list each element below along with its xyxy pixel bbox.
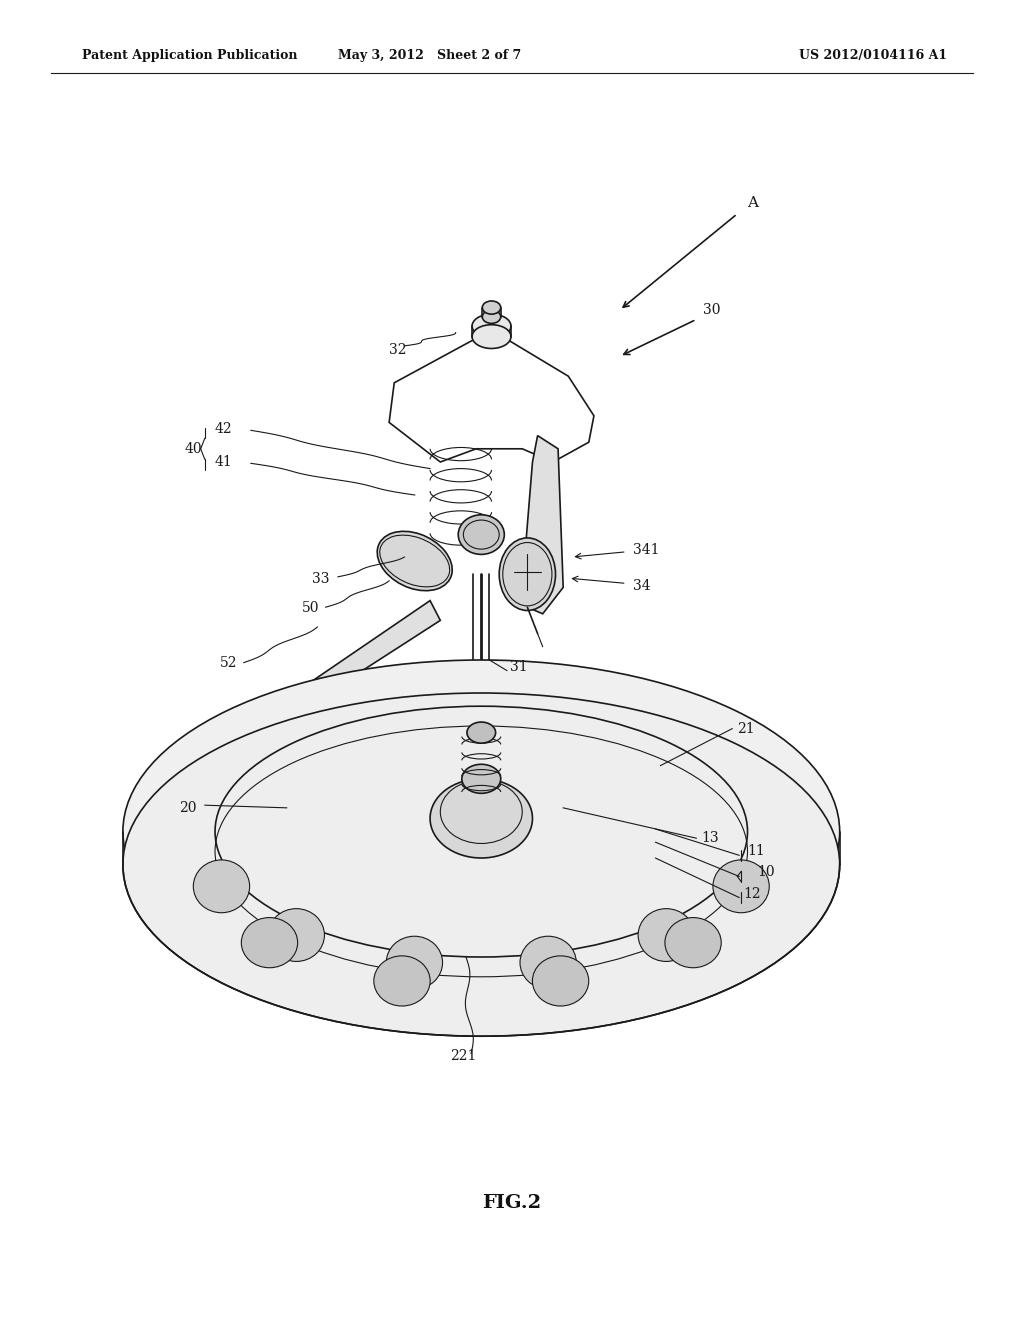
Ellipse shape <box>268 908 325 961</box>
Text: 32: 32 <box>389 343 407 356</box>
Text: 10: 10 <box>758 866 775 879</box>
Text: 42: 42 <box>215 422 232 436</box>
Ellipse shape <box>713 859 769 912</box>
Ellipse shape <box>472 314 511 338</box>
Ellipse shape <box>500 539 555 610</box>
Text: 341: 341 <box>633 544 659 557</box>
Ellipse shape <box>520 936 577 989</box>
Ellipse shape <box>194 859 250 912</box>
Text: May 3, 2012   Sheet 2 of 7: May 3, 2012 Sheet 2 of 7 <box>339 49 521 62</box>
Polygon shape <box>522 436 563 614</box>
Text: 50: 50 <box>302 602 319 615</box>
Ellipse shape <box>472 325 511 348</box>
Text: 31: 31 <box>510 660 527 673</box>
Ellipse shape <box>123 660 840 1003</box>
Ellipse shape <box>482 310 501 323</box>
Text: 21: 21 <box>737 722 755 735</box>
Ellipse shape <box>377 532 453 590</box>
Text: 13: 13 <box>701 832 719 845</box>
Text: Patent Application Publication: Patent Application Publication <box>82 49 297 62</box>
Text: US 2012/0104116 A1: US 2012/0104116 A1 <box>799 49 947 62</box>
Text: 221: 221 <box>451 1049 477 1063</box>
Text: 12: 12 <box>743 887 761 900</box>
Ellipse shape <box>482 301 501 314</box>
Ellipse shape <box>386 936 442 989</box>
Ellipse shape <box>532 956 589 1006</box>
Ellipse shape <box>242 917 298 968</box>
Ellipse shape <box>458 515 504 554</box>
Text: 41: 41 <box>215 455 232 469</box>
Ellipse shape <box>462 764 501 793</box>
Text: 34: 34 <box>633 579 650 593</box>
Ellipse shape <box>374 956 430 1006</box>
Ellipse shape <box>430 779 532 858</box>
Text: 52: 52 <box>220 656 238 669</box>
Text: 33: 33 <box>312 573 330 586</box>
Text: 40: 40 <box>184 442 202 455</box>
Ellipse shape <box>638 908 694 961</box>
Text: 20: 20 <box>179 801 197 814</box>
Text: 11: 11 <box>748 845 765 858</box>
Ellipse shape <box>467 722 496 743</box>
Ellipse shape <box>123 693 840 1036</box>
Text: FIG.2: FIG.2 <box>482 1193 542 1212</box>
Text: A: A <box>748 197 758 210</box>
Polygon shape <box>236 601 440 746</box>
Text: 30: 30 <box>702 304 721 317</box>
Ellipse shape <box>665 917 721 968</box>
